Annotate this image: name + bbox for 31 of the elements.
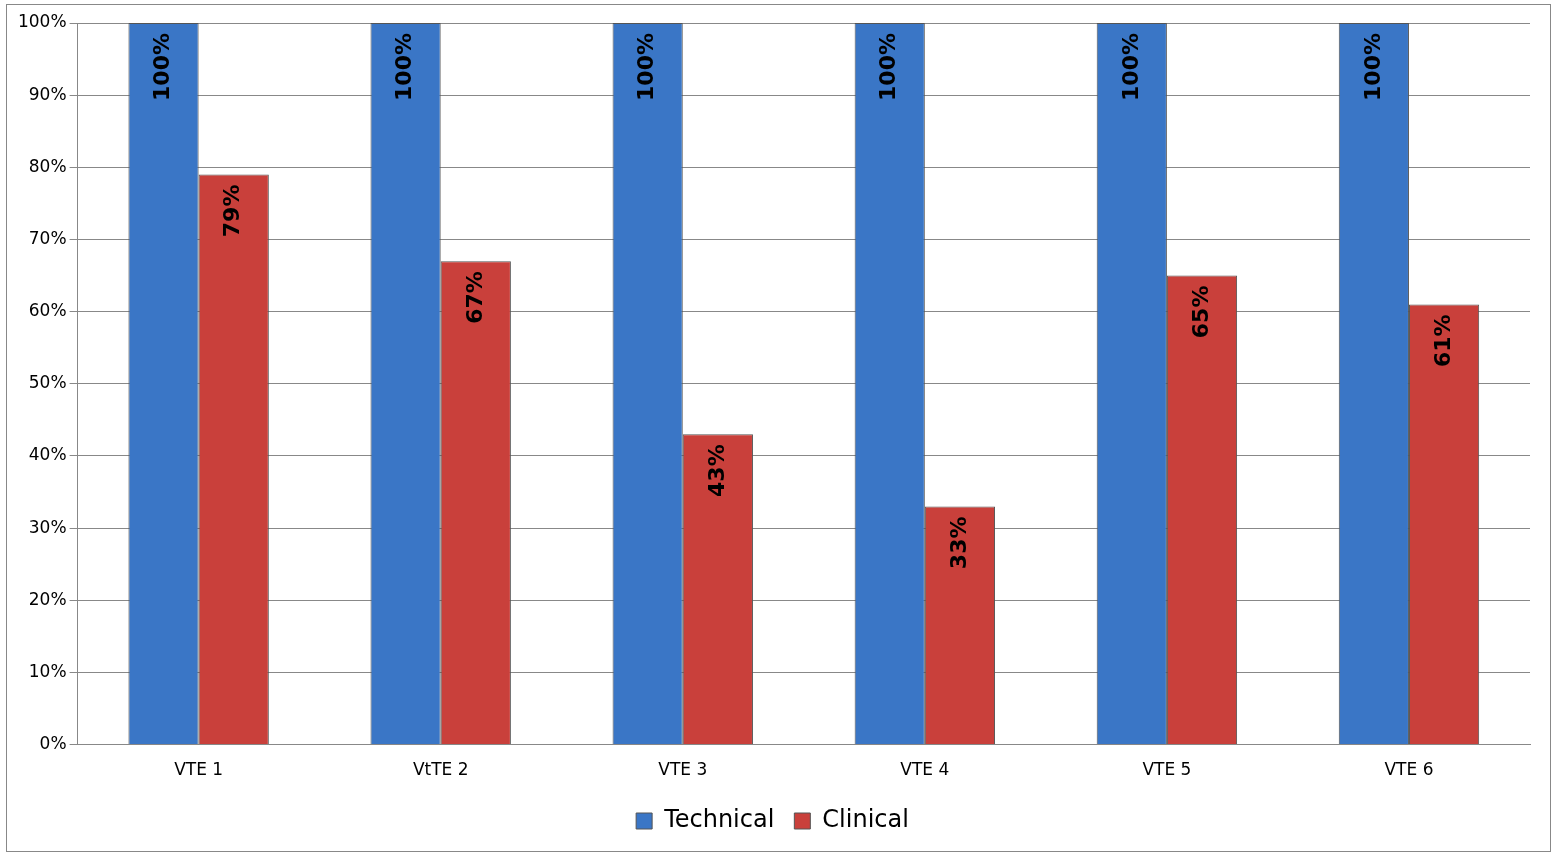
data-label: 61% [1429,314,1455,368]
data-label: 43% [703,444,729,497]
x-tick-label: VTE 3 [658,759,708,780]
y-tick-label: 30% [28,516,67,537]
y-tick-label: 70% [28,227,67,248]
y-tick-label: 20% [28,588,67,609]
y-tick-label: 0% [39,733,67,754]
data-label: 100% [149,33,175,101]
x-tick-label: VTE 1 [174,759,224,780]
x-tick-label: VTE 6 [1384,759,1434,780]
y-tick-label: 60% [28,300,67,321]
data-label: 100% [1117,33,1143,101]
data-label: 65% [1187,285,1213,339]
x-tick-label: VtTE 2 [412,759,469,780]
y-tick-label: 50% [28,372,67,393]
y-tick-label: 90% [28,83,67,104]
y-tick-label: 80% [28,155,67,176]
y-tick-label: 40% [28,444,67,465]
data-label: 33% [945,516,971,570]
data-label: 100% [633,33,659,101]
data-label: 100% [1359,33,1385,101]
data-label: 100% [391,33,417,101]
x-tick-label: VTE 4 [900,759,950,780]
legend-label: Technical [663,805,775,834]
y-tick-label: 100% [17,11,67,32]
y-tick-label: 10% [28,660,67,681]
legend-label: Clinical [822,805,909,834]
data-label: 100% [875,33,901,101]
data-label: 67% [461,271,487,324]
x-tick-label: VTE 5 [1142,759,1192,780]
data-label: 79% [219,184,245,238]
